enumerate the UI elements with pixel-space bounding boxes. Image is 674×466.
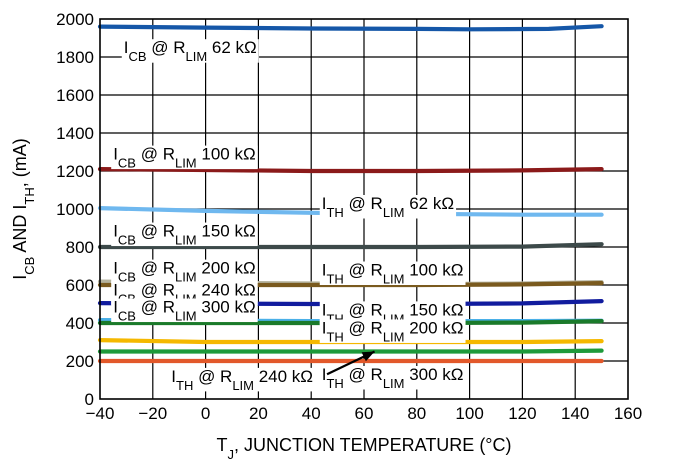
label-ith-300: ITH @ RLIM 300 kΩ [322,365,464,391]
label-icb-150: ICB @ RLIM 150 kΩ [113,222,255,248]
label-background [319,261,466,285]
y-tick-label: 1600 [56,86,94,105]
label-background [169,367,316,392]
x-tick-label: 160 [614,404,642,423]
x-tick-label: −20 [138,404,167,423]
y-tick-label: 1200 [56,162,94,181]
y-tick-label: 600 [66,276,94,295]
x-axis-title: TJ, JUNCTION TEMPERATURE (°C) [216,435,511,462]
label-background [319,366,466,390]
y-tick-label: 1000 [56,200,94,219]
label-ith-100: ITH @ RLIM 100 kΩ [322,261,464,287]
x-tick-label: 40 [302,404,321,423]
label-icb-200: ICB @ RLIM 200 kΩ [113,259,255,285]
y-axis-title: ICB AND ITH, (mA) [10,138,37,279]
y-tick-label: 400 [66,314,94,333]
x-tick-label: 20 [249,404,268,423]
y-tick-label: 2000 [56,10,94,29]
y-tick-label: 1800 [56,48,94,67]
curve-labels: ICB @ RLIM 62 kΩ ICB @ RLIM 100 kΩ ITH @ R… [111,38,466,393]
x-ticks: −40 −20 0 20 40 60 80 100 120 140 160 [86,404,643,423]
label-icb-62: ICB @ RLIM 62 kΩ [124,38,257,64]
label-ith-62: ITH @ RLIM 62 kΩ [322,194,454,220]
label-background [121,39,259,63]
x-tick-label: 80 [407,404,426,423]
x-tick-label: 140 [561,404,589,423]
label-background [319,195,457,219]
plot-frame [99,18,629,400]
label-ith-240: ITH @ RLIM 240 kΩ [171,367,313,393]
x-tick-label: 0 [201,404,210,423]
label-background [111,298,258,323]
label-background [111,145,258,170]
x-tick-label: −40 [86,404,115,423]
y-tick-label: 0 [85,390,94,409]
y-tick-label: 200 [66,352,94,371]
label-icb-300: ICB @ RLIM 300 kΩ [113,298,255,324]
x-tick-label: 100 [455,404,483,423]
x-tick-label: 120 [508,404,536,423]
label-ith-200: ITH @ RLIM 200 kΩ [322,318,464,344]
y-ticks: 0 200 400 600 800 1000 1200 1400 1600 1800 2000 [56,10,94,409]
series-line [97,242,604,250]
series-line [97,348,604,354]
x-tick-label: 60 [355,404,374,423]
arrow-head [361,351,375,362]
label-background [319,319,466,343]
y-tick-label: 800 [66,238,94,257]
series-line [97,24,604,32]
label-icb-100: ICB @ RLIM 100 kΩ [113,145,255,171]
y-tick-label: 1400 [56,124,94,143]
series-line [97,167,604,174]
annotation-arrow [326,350,376,376]
label-background [111,259,258,284]
label-background [111,222,258,247]
label-background [319,301,466,325]
